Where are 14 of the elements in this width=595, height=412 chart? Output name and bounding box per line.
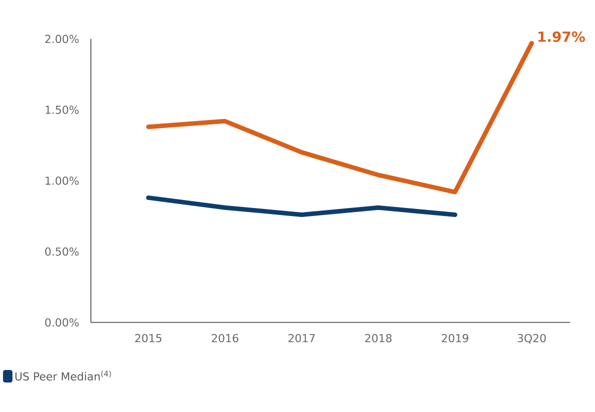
legend-label: US Peer Median$^{(4)}$ [15, 370, 111, 380]
x-tick-label: 2019 [442, 334, 468, 342]
x-tick-label: 2016 [212, 334, 238, 342]
data-label: 1.97% [538, 31, 585, 42]
x-tick-label: 2015 [135, 334, 162, 342]
y-tick-label: 0.50% [45, 247, 79, 256]
x-tick-label: 2017 [288, 334, 315, 342]
x-tick-label: 2018 [365, 334, 392, 342]
y-tick-label: 1.50% [46, 106, 79, 114]
y-tick-label: 2.00% [45, 34, 79, 43]
x-tick-label: 3Q20 [518, 334, 546, 344]
y-tick-label: 0.00% [45, 318, 79, 326]
y-tick-label: 1.00% [46, 176, 79, 185]
line-series [146, 40, 534, 194]
